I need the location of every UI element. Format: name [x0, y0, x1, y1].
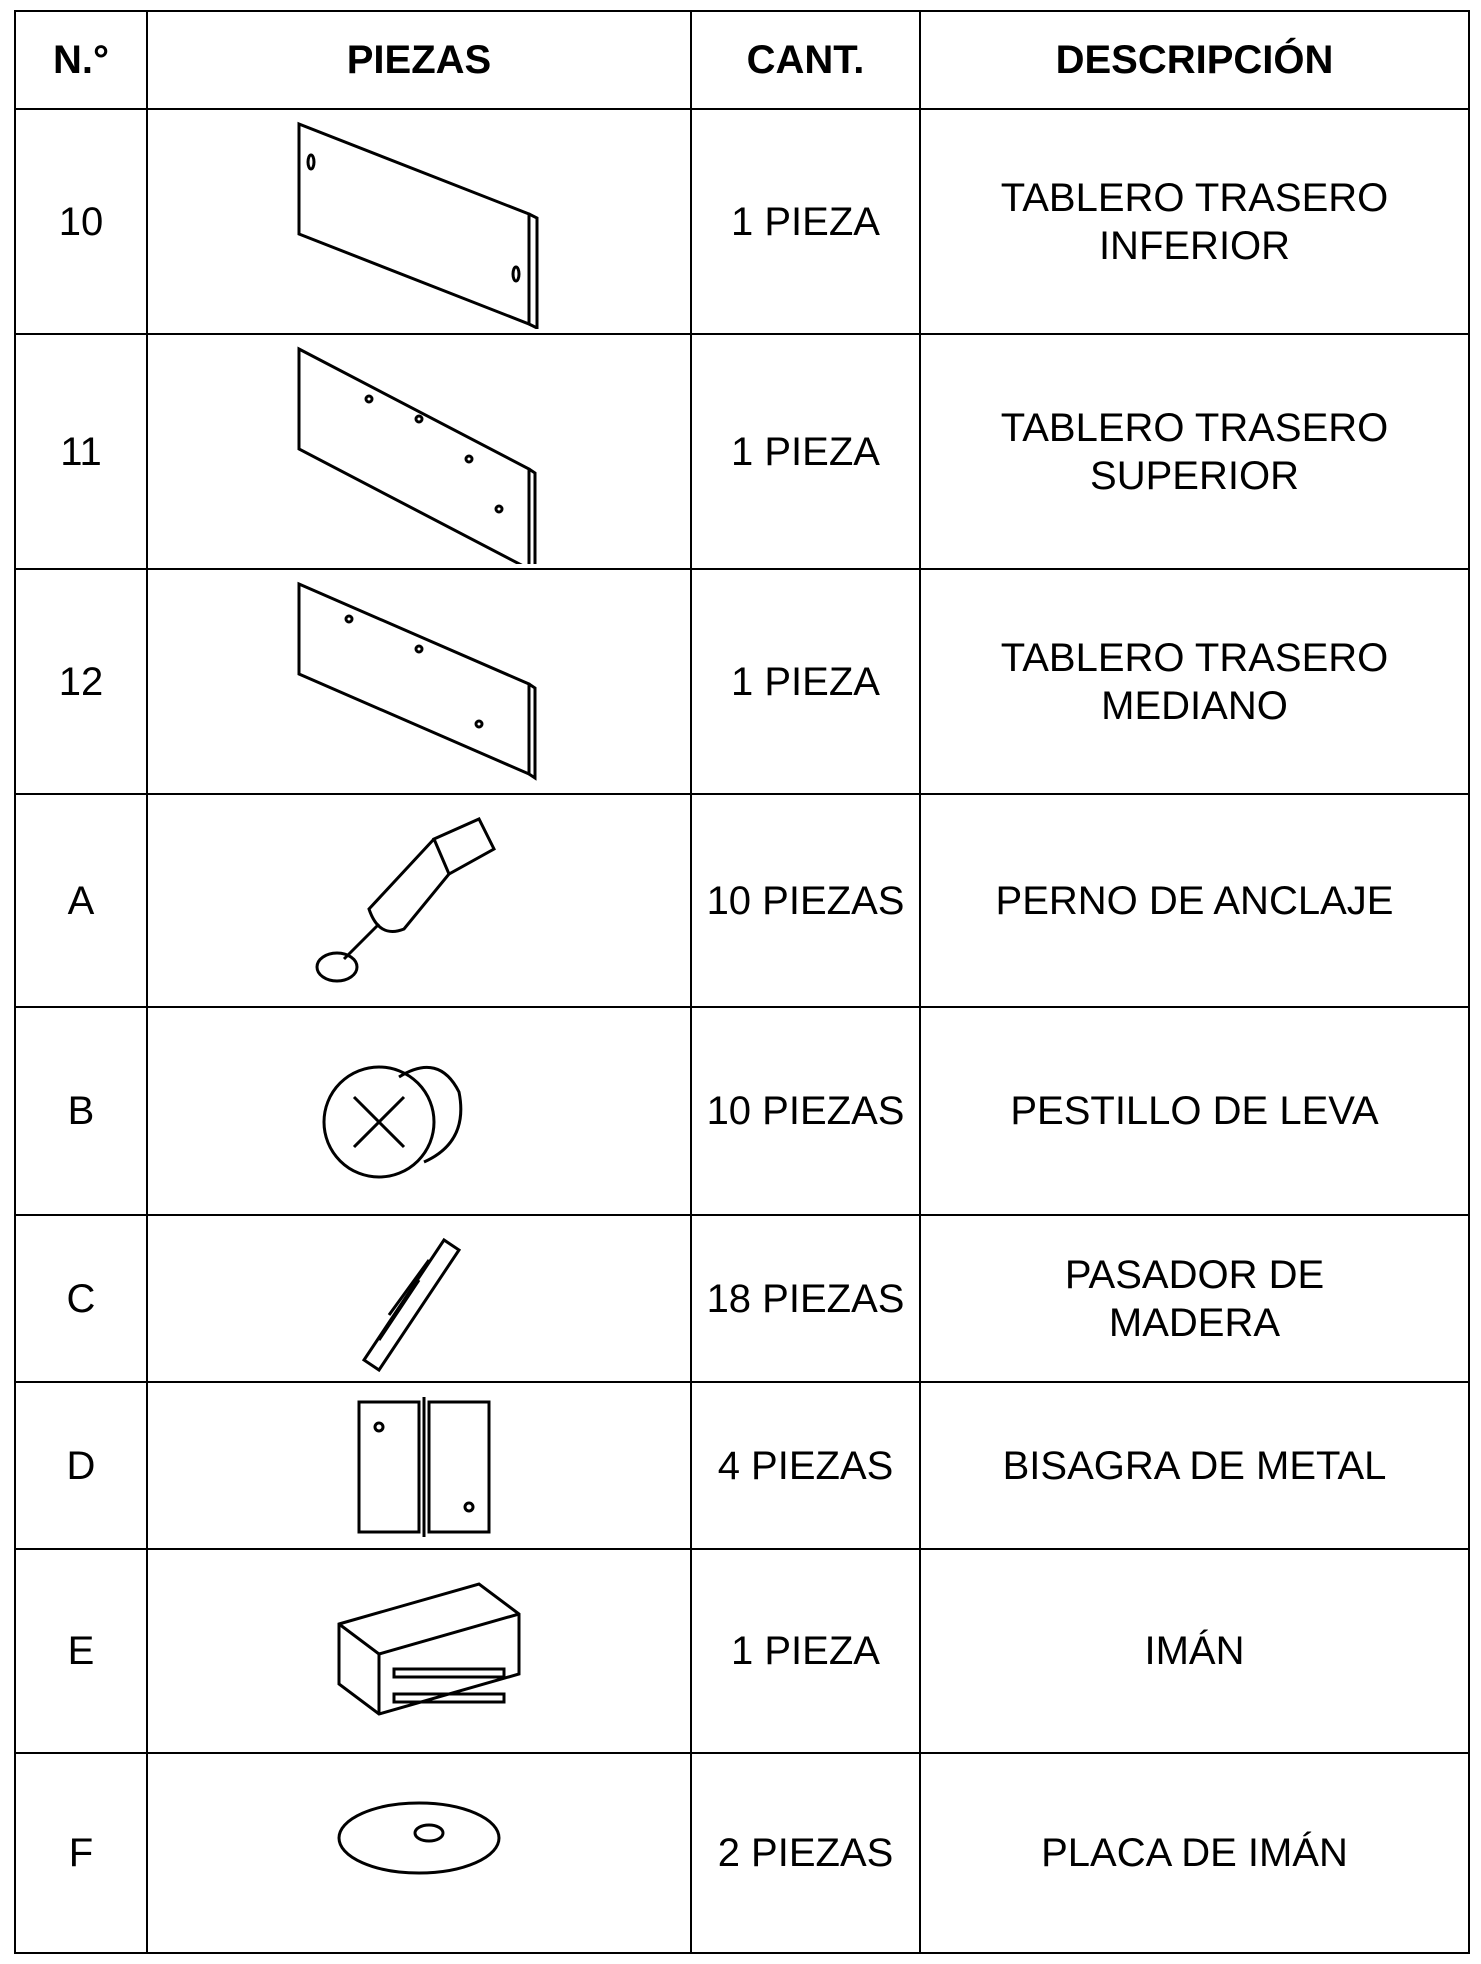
part-number: F: [14, 1752, 148, 1954]
part-image: [146, 333, 692, 570]
quantity: 2 PIEZAS: [690, 1752, 921, 1954]
table-row: A 10 PIEZAS PERNO DE ANCLAJE: [14, 793, 1470, 1008]
table-row: 12 1 PIEZA TABLERO TRASERO MEDIANO: [14, 568, 1470, 795]
part-image: [146, 1006, 692, 1216]
part-illustration: [297, 121, 539, 329]
part-image: [146, 793, 692, 1008]
part-illustration: [357, 1397, 491, 1537]
table-row: 11 1 PIEZA TABLERO TRASERO SUPERIOR: [14, 333, 1470, 570]
quantity: 1 PIEZA: [690, 1548, 921, 1754]
description: PERNO DE ANCLAJE: [919, 793, 1470, 1008]
quantity: 18 PIEZAS: [690, 1214, 921, 1383]
parts-table: N.° PIEZAS CANT. DESCRIPCIÓN 10 1 PIEZA TABLE…: [14, 10, 1470, 1954]
quantity: 10 PIEZAS: [690, 1006, 921, 1216]
part-number: 11: [14, 333, 148, 570]
part-illustration: [315, 817, 496, 983]
header-cell: PIEZAS: [146, 10, 692, 110]
header-cell: CANT.: [690, 10, 921, 110]
table-row: C 18 PIEZAS PASADOR DE MADERA: [14, 1214, 1470, 1383]
quantity: 4 PIEZAS: [690, 1381, 921, 1550]
part-illustration: [297, 346, 537, 564]
part-image: [146, 568, 692, 795]
header-row: N.° PIEZAS CANT. DESCRIPCIÓN: [14, 10, 1470, 110]
part-number: B: [14, 1006, 148, 1216]
part-illustration: [297, 581, 537, 781]
part-image: [146, 1752, 692, 1954]
part-image: [146, 1214, 692, 1383]
table-row: D 4 PIEZAS BISAGRA DE METAL: [14, 1381, 1470, 1550]
table-row: B 10 PIEZAS PESTILLO DE LEVA: [14, 1006, 1470, 1216]
part-number: 10: [14, 108, 148, 335]
part-number: C: [14, 1214, 148, 1383]
part-illustration: [322, 1065, 463, 1179]
part-number: D: [14, 1381, 148, 1550]
table-body: 10 1 PIEZA TABLERO TRASERO INFERIOR 11 1 PIE…: [14, 108, 1470, 1954]
description: PLACA DE IMÁN: [919, 1752, 1470, 1954]
part-image: [146, 1381, 692, 1550]
part-illustration: [337, 1801, 501, 1875]
description: PASADOR DE MADERA: [919, 1214, 1470, 1383]
part-number: E: [14, 1548, 148, 1754]
quantity: 10 PIEZAS: [690, 793, 921, 1008]
table-row: E 1 PIEZA IMÁN: [14, 1548, 1470, 1754]
part-number: A: [14, 793, 148, 1008]
header-cell: DESCRIPCIÓN: [919, 10, 1470, 110]
table-row: F 2 PIEZAS PLACA DE IMÁN: [14, 1752, 1470, 1954]
description: IMÁN: [919, 1548, 1470, 1754]
header-cell: N.°: [14, 10, 148, 110]
description: PESTILLO DE LEVA: [919, 1006, 1470, 1216]
part-illustration: [361, 1237, 462, 1373]
quantity: 1 PIEZA: [690, 333, 921, 570]
description: TABLERO TRASERO INFERIOR: [919, 108, 1470, 335]
description: TABLERO TRASERO MEDIANO: [919, 568, 1470, 795]
part-image: [146, 1548, 692, 1754]
description: BISAGRA DE METAL: [919, 1381, 1470, 1550]
quantity: 1 PIEZA: [690, 568, 921, 795]
part-illustration: [337, 1582, 521, 1716]
part-image: [146, 108, 692, 335]
part-number: 12: [14, 568, 148, 795]
quantity: 1 PIEZA: [690, 108, 921, 335]
table-row: 10 1 PIEZA TABLERO TRASERO INFERIOR: [14, 108, 1470, 335]
description: TABLERO TRASERO SUPERIOR: [919, 333, 1470, 570]
